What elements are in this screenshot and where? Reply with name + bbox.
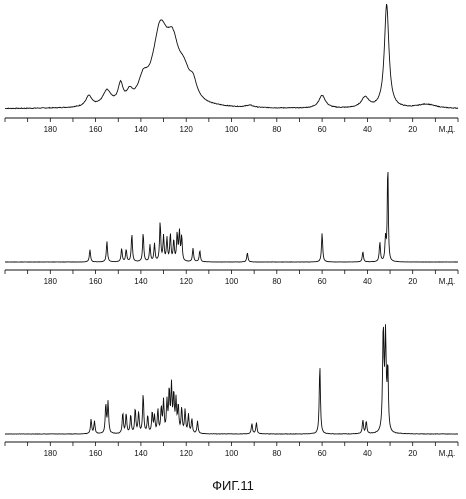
x-tick-label: 140 bbox=[134, 449, 148, 458]
x-tick-label: 120 bbox=[180, 277, 194, 286]
x-tick-label: 160 bbox=[89, 449, 103, 458]
x-tick-label: 40 bbox=[363, 449, 372, 458]
x-tick-label: 80 bbox=[272, 449, 281, 458]
x-tick-label: 100 bbox=[225, 125, 239, 134]
x-tick-label: 20 bbox=[408, 277, 417, 286]
x-tick-label: 180 bbox=[44, 125, 58, 134]
x-axis-unit-label: М.Д. bbox=[439, 125, 456, 134]
bottom-spectrum-trace bbox=[5, 324, 458, 434]
bottom-spectrum-panel: 180 160 140 120 100 80 60 40 20 М.Д. bbox=[5, 324, 458, 458]
x-tick-label: 20 bbox=[408, 125, 417, 134]
x-tick-label: 180 bbox=[44, 449, 58, 458]
top-spectrum-panel: 180 160 140 120 100 80 60 40 20 М.Д. bbox=[5, 4, 458, 134]
x-axis-unit-label: М.Д. bbox=[439, 277, 456, 286]
middle-spectrum-panel: 180 160 140 120 100 80 60 40 20 М.Д. bbox=[5, 172, 458, 286]
x-tick-label: 60 bbox=[318, 449, 327, 458]
x-tick-label: 20 bbox=[408, 449, 417, 458]
x-tick-label: 120 bbox=[180, 125, 194, 134]
middle-spectrum-trace bbox=[5, 172, 458, 262]
x-tick-label: 140 bbox=[134, 277, 148, 286]
x-tick-label: 80 bbox=[272, 125, 281, 134]
x-tick-label: 60 bbox=[318, 125, 327, 134]
x-tick-label: 100 bbox=[225, 277, 239, 286]
figure-caption: ФИГ.11 bbox=[0, 478, 466, 493]
top-spectrum-trace bbox=[5, 4, 458, 109]
x-tick-label: 40 bbox=[363, 125, 372, 134]
x-tick-label: 60 bbox=[318, 277, 327, 286]
x-tick-label: 100 bbox=[225, 449, 239, 458]
x-tick-label: 180 bbox=[44, 277, 58, 286]
x-axis-unit-label: М.Д. bbox=[439, 449, 456, 458]
x-tick-label: 140 bbox=[134, 125, 148, 134]
x-tick-label: 160 bbox=[89, 125, 103, 134]
x-tick-label: 120 bbox=[180, 449, 194, 458]
x-tick-label: 40 bbox=[363, 277, 372, 286]
x-tick-label: 160 bbox=[89, 277, 103, 286]
x-tick-label: 80 bbox=[272, 277, 281, 286]
